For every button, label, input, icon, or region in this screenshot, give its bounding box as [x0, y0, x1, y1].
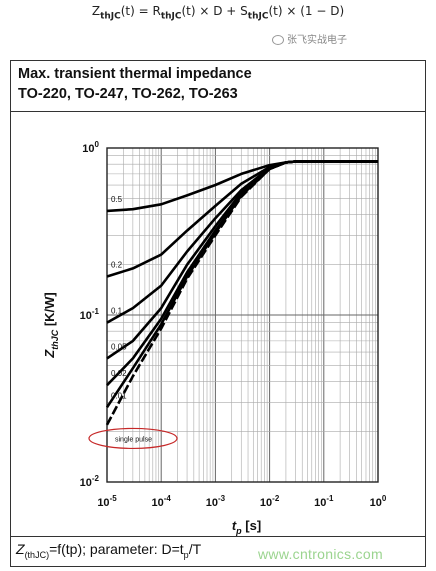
- caption-end: /T: [188, 541, 202, 557]
- watermark-top: 张飞实战电子: [272, 31, 347, 46]
- x-tick-label: 100: [370, 494, 387, 509]
- y-axis-label-main: Z: [42, 349, 57, 359]
- series-label-0.2: 0.2: [111, 261, 123, 270]
- axes-frame: [106, 147, 379, 483]
- caption-p-sub: p: [183, 549, 189, 560]
- caption-text: =f(tp); parameter: D=t: [49, 541, 184, 557]
- x-tick-base: 10: [206, 497, 218, 509]
- wechat-icon: [272, 35, 284, 45]
- figure-header: Max. transient thermal impedance TO-220,…: [10, 60, 426, 112]
- grid: [106, 148, 378, 483]
- formula-part-1: (t) = R: [120, 4, 161, 18]
- single-pulse-highlight: [88, 427, 178, 450]
- y-tick-label: 10-1: [80, 307, 100, 322]
- y-tick-exp: -1: [92, 307, 100, 316]
- formula-z: Z: [91, 4, 101, 18]
- formula-s-sub: thJC: [247, 11, 269, 22]
- x-tick-exp: 0: [382, 494, 387, 503]
- series-label-0.01: 0.01: [111, 391, 127, 400]
- watermark-bottom: www.cntronics.com: [258, 546, 383, 562]
- caption-z: Z: [16, 541, 25, 557]
- x-tick-exp: -4: [164, 494, 172, 503]
- formula: ZthJC(t) = RthJC(t) × D + SthJC(t) × (1 …: [0, 4, 436, 21]
- x-tick-label: 10-2: [260, 494, 280, 509]
- series-label-single-pulse: single pulse: [115, 436, 152, 443]
- y-axis-label-unit: [K/W]: [42, 292, 57, 330]
- y-axis-label: ZthJC [K/W]: [42, 292, 60, 359]
- series-label-0.02: 0.02: [111, 369, 127, 378]
- x-tick-base: 10: [314, 497, 326, 509]
- series-line-single-pulse: [105, 160, 378, 426]
- x-tick-base: 10: [97, 497, 109, 509]
- series-label-0.5: 0.5: [111, 195, 123, 204]
- x-tick-label: 10-1: [314, 494, 334, 509]
- y-axis-label-sub: thJC: [50, 329, 60, 350]
- x-axis-label-sub: p: [235, 526, 242, 536]
- series-label-0.05: 0.05: [111, 342, 127, 351]
- x-tick-label: 10-4: [152, 494, 172, 509]
- header-line-2: TO-220, TO-247, TO-262, TO-263: [18, 86, 238, 102]
- x-tick-label: 10-3: [206, 494, 226, 509]
- formula-part-3: (t) × (1 − D): [268, 4, 345, 18]
- x-tick-base: 10: [260, 497, 272, 509]
- caption-z-sub: (thJC): [24, 549, 50, 560]
- y-tick-exp: 0: [95, 140, 100, 149]
- x-axis-label-unit: [s]: [242, 518, 262, 533]
- y-tick-label: 100: [82, 140, 99, 155]
- y-tick-base: 10: [80, 477, 92, 489]
- y-tick-label: 10-2: [80, 474, 100, 489]
- x-tick-base: 10: [152, 497, 164, 509]
- x-axis-label: tp [s]: [232, 518, 261, 536]
- series-label-0.1: 0.1: [111, 307, 123, 316]
- y-tick-exp: -2: [92, 474, 100, 483]
- x-tick-exp: -1: [326, 494, 334, 503]
- formula-z-sub: thJC: [100, 11, 121, 22]
- x-tick-label: 10-5: [97, 494, 117, 509]
- y-tick-base: 10: [82, 143, 94, 155]
- x-tick-exp: -2: [272, 494, 280, 503]
- x-tick-base: 10: [370, 497, 382, 509]
- x-tick-exp: -5: [110, 494, 118, 503]
- y-tick-base: 10: [80, 310, 92, 322]
- x-axis-label-main: t: [232, 518, 237, 533]
- formula-part-2: (t) × D + S: [181, 4, 248, 18]
- header-line-1: Max. transient thermal impedance: [18, 66, 252, 82]
- formula-r-sub: thJC: [160, 11, 182, 22]
- x-tick-exp: -3: [218, 494, 226, 503]
- watermark-top-text: 张飞实战电子: [287, 35, 347, 46]
- figure-frame: [10, 60, 426, 567]
- figure-caption: Z(thJC)=f(tp); parameter: D=tp/T: [10, 536, 426, 567]
